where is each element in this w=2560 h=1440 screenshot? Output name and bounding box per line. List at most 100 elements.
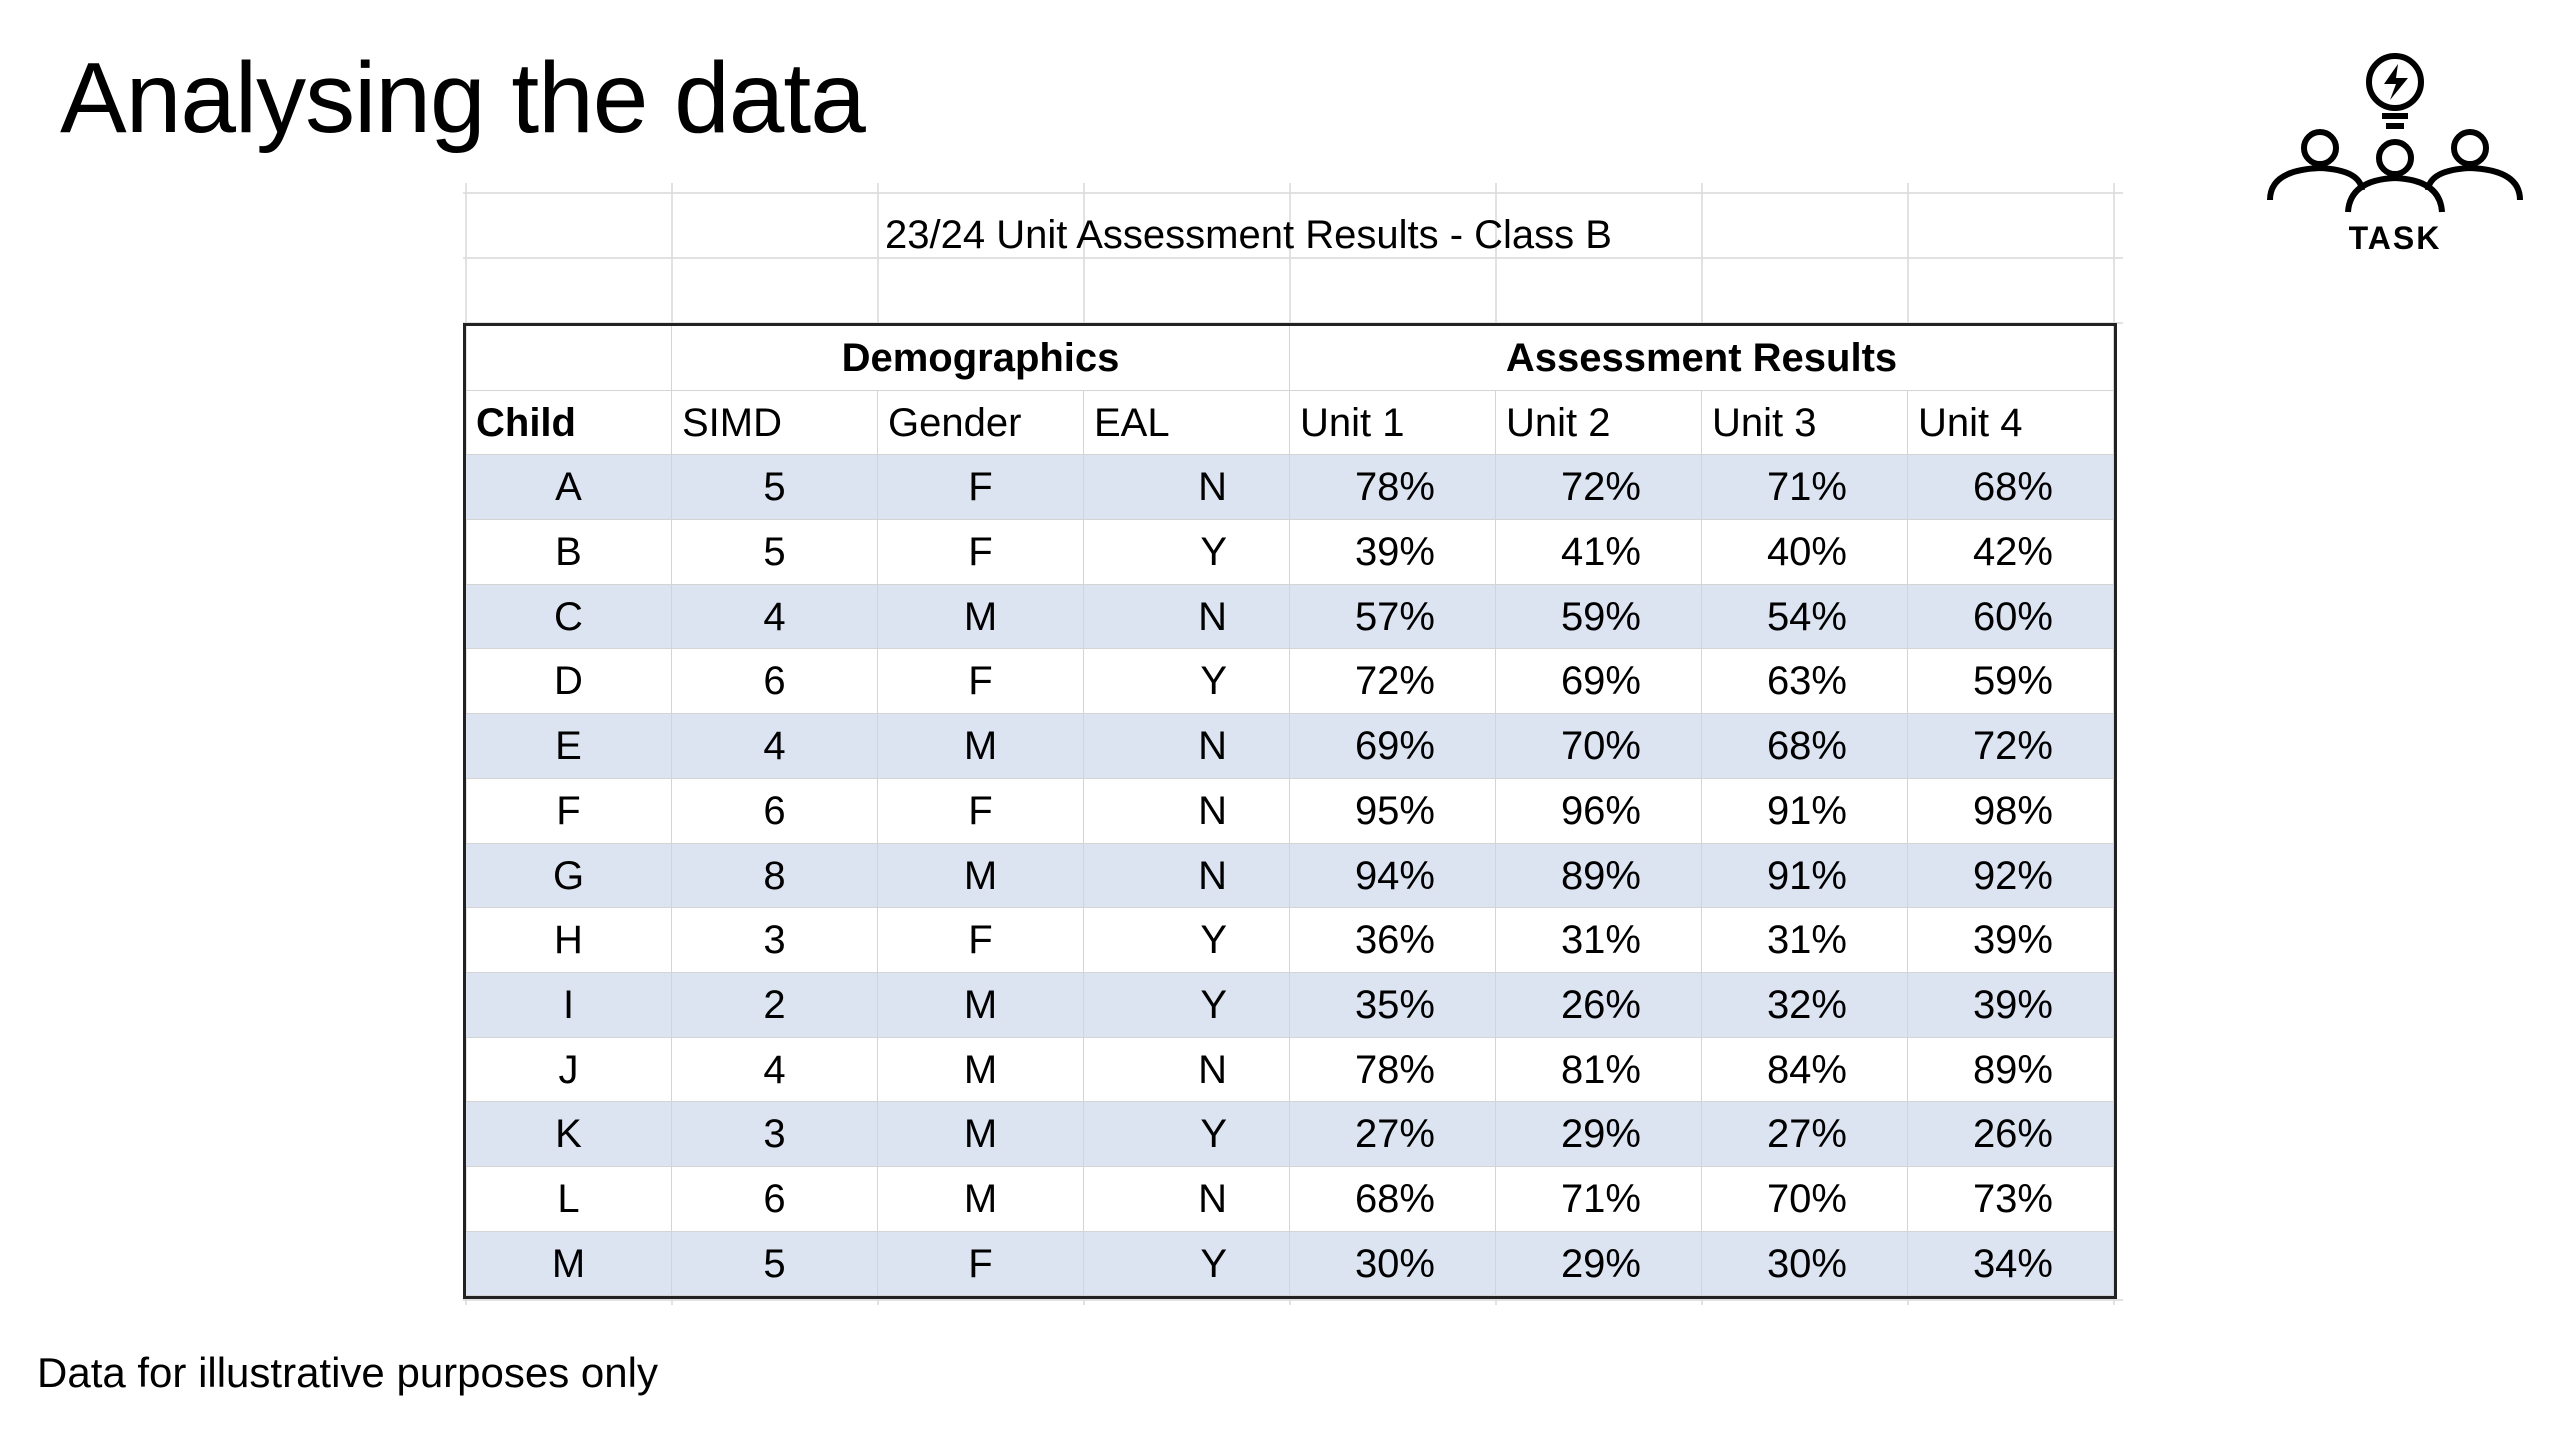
footnote: Data for illustrative purposes only — [37, 1349, 658, 1396]
group-header-demographics: Demographics — [672, 326, 1290, 391]
cell-simd: 5 — [672, 455, 878, 521]
cell-unit-1: 78% — [1290, 1037, 1496, 1103]
cell-gender: F — [878, 1231, 1084, 1297]
cell-simd: 3 — [672, 908, 878, 973]
cell-eal: Y — [1084, 649, 1290, 715]
cell-child: E — [466, 714, 672, 779]
cell-unit-2: 70% — [1496, 714, 1702, 779]
cell-unit-1: 95% — [1290, 778, 1496, 844]
cell-child: H — [466, 908, 672, 973]
cell-unit-2: 26% — [1496, 972, 1702, 1038]
cell-unit-4: 72% — [1908, 714, 2114, 779]
cell-eal: N — [1084, 584, 1290, 650]
cell-unit-4: 26% — [1908, 1102, 2114, 1167]
cell-unit-1: 78% — [1290, 455, 1496, 521]
results-table: Demographics Assessment Results Child SI… — [463, 323, 2117, 1300]
cell-unit-2: 71% — [1496, 1166, 1702, 1232]
cell-child: C — [466, 584, 672, 650]
cell-gender: M — [878, 1166, 1084, 1232]
column-header-eal: EAL — [1084, 390, 1290, 456]
group-header-assessment-results: Assessment Results — [1290, 326, 2114, 391]
cell-eal: N — [1084, 714, 1290, 779]
cell-unit-1: 57% — [1290, 584, 1496, 650]
cell-unit-1: 36% — [1290, 908, 1496, 973]
cell-unit-1: 35% — [1290, 972, 1496, 1038]
cell-unit-2: 29% — [1496, 1231, 1702, 1297]
cell-gender: F — [878, 908, 1084, 973]
cell-eal: Y — [1084, 520, 1290, 585]
cell-gender: M — [878, 1037, 1084, 1103]
cell-unit-2: 41% — [1496, 520, 1702, 585]
cell-gender: M — [878, 1102, 1084, 1167]
cell-unit-4: 73% — [1908, 1166, 2114, 1232]
cell-unit-4: 60% — [1908, 584, 2114, 650]
cell-unit-2: 31% — [1496, 908, 1702, 973]
cell-unit-3: 32% — [1702, 972, 1908, 1038]
cell-simd: 4 — [672, 714, 878, 779]
cell-gender: F — [878, 455, 1084, 521]
cell-simd: 5 — [672, 1231, 878, 1297]
cell-child: M — [466, 1231, 672, 1297]
column-header-gender: Gender — [878, 390, 1084, 456]
cell-unit-3: 70% — [1702, 1166, 1908, 1232]
column-header-unit-2: Unit 2 — [1496, 390, 1702, 456]
sheet-title: 23/24 Unit Assessment Results - Class B — [885, 213, 1612, 257]
cell-unit-4: 59% — [1908, 649, 2114, 715]
cell-simd: 6 — [672, 1166, 878, 1232]
cell-simd: 4 — [672, 584, 878, 650]
cell-simd: 3 — [672, 1102, 878, 1167]
cell-simd: 2 — [672, 972, 878, 1038]
cell-unit-3: 91% — [1702, 778, 1908, 844]
cell-unit-2: 69% — [1496, 649, 1702, 715]
cell-unit-1: 68% — [1290, 1166, 1496, 1232]
cell-unit-3: 30% — [1702, 1231, 1908, 1297]
cell-eal: Y — [1084, 908, 1290, 973]
cell-unit-4: 92% — [1908, 843, 2114, 909]
cell-unit-4: 68% — [1908, 455, 2114, 521]
cell-simd: 5 — [672, 520, 878, 585]
cell-unit-2: 81% — [1496, 1037, 1702, 1103]
cell-unit-2: 89% — [1496, 843, 1702, 909]
cell-eal: N — [1084, 1037, 1290, 1103]
cell-child: B — [466, 520, 672, 585]
cell-unit-3: 31% — [1702, 908, 1908, 973]
cell-gender: F — [878, 649, 1084, 715]
cell-eal: N — [1084, 843, 1290, 909]
column-header-simd: SIMD — [672, 390, 878, 456]
cell-eal: N — [1084, 1166, 1290, 1232]
column-header-unit-1: Unit 1 — [1290, 390, 1496, 456]
cell-eal: Y — [1084, 1231, 1290, 1297]
cell-unit-1: 72% — [1290, 649, 1496, 715]
cell-unit-4: 89% — [1908, 1037, 2114, 1103]
cell-unit-3: 68% — [1702, 714, 1908, 779]
cell-child: J — [466, 1037, 672, 1103]
cell-unit-1: 39% — [1290, 520, 1496, 585]
cell-gender: F — [878, 778, 1084, 844]
cell-gender: M — [878, 714, 1084, 779]
cell-unit-4: 39% — [1908, 908, 2114, 973]
cell-child: I — [466, 972, 672, 1038]
cell-unit-3: 54% — [1702, 584, 1908, 650]
task-label: TASK — [2348, 220, 2442, 256]
cell-child: L — [466, 1166, 672, 1232]
column-header-child: Child — [466, 390, 672, 456]
cell-unit-1: 69% — [1290, 714, 1496, 779]
cell-unit-1: 30% — [1290, 1231, 1496, 1297]
cell-unit-3: 84% — [1702, 1037, 1908, 1103]
cell-unit-3: 91% — [1702, 843, 1908, 909]
slide-title: Analysing the data — [60, 42, 866, 154]
cell-unit-2: 96% — [1496, 778, 1702, 844]
cell-unit-4: 34% — [1908, 1231, 2114, 1297]
cell-child: F — [466, 778, 672, 844]
cell-unit-4: 98% — [1908, 778, 2114, 844]
cell-gender: M — [878, 584, 1084, 650]
cell-eal: N — [1084, 778, 1290, 844]
cell-gender: M — [878, 972, 1084, 1038]
cell-child: D — [466, 649, 672, 715]
cell-simd: 8 — [672, 843, 878, 909]
lightbulb-people-icon — [2267, 53, 2523, 213]
group-header-blank — [466, 326, 672, 391]
column-header-unit-4: Unit 4 — [1908, 390, 2114, 456]
cell-unit-3: 63% — [1702, 649, 1908, 715]
task-badge: TASK — [2250, 50, 2540, 270]
